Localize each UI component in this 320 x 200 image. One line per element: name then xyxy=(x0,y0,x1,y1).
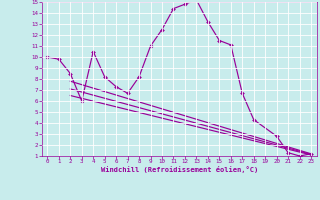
X-axis label: Windchill (Refroidissement éolien,°C): Windchill (Refroidissement éolien,°C) xyxy=(100,166,258,173)
